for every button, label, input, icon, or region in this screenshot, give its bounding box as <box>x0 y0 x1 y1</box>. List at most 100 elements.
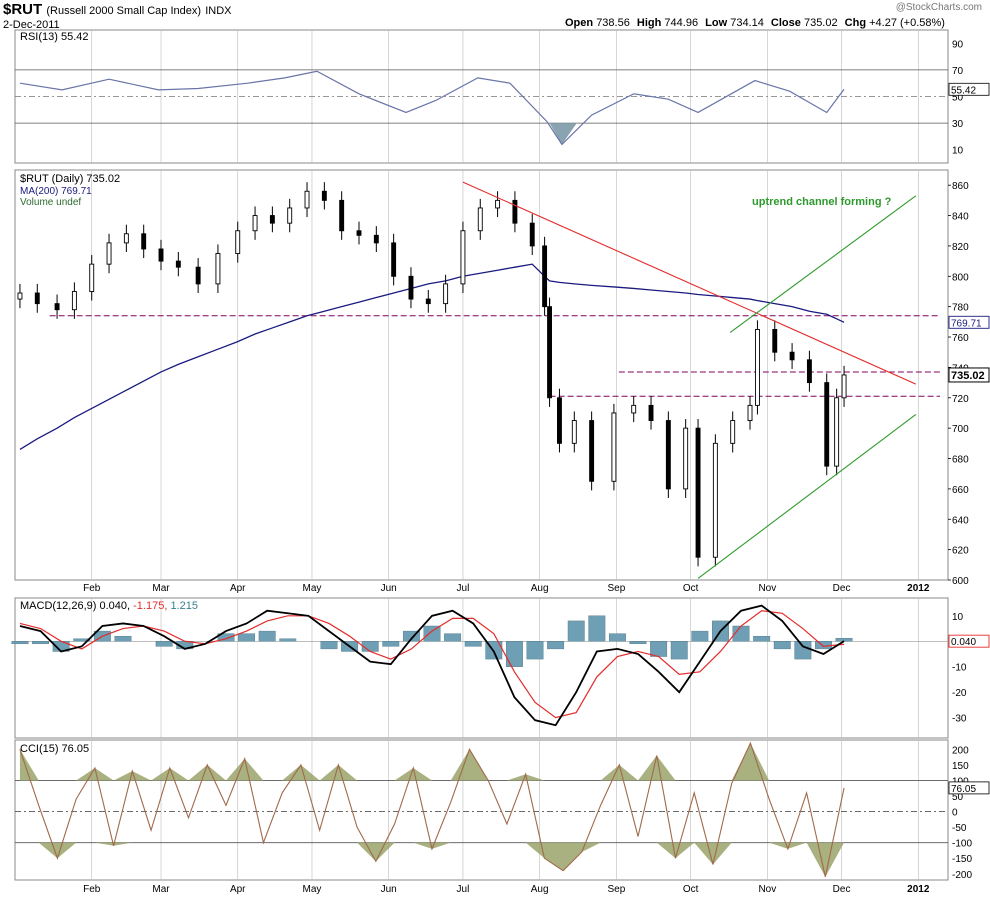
price-candle <box>529 214 535 256</box>
open-value: 738.56 <box>596 17 630 29</box>
candle-body <box>425 298 431 305</box>
price-candle <box>235 221 241 263</box>
candle-body <box>477 207 483 232</box>
price-legend: $RUT (Daily) 735.02 <box>20 173 120 185</box>
month-label: Feb <box>83 583 101 594</box>
month-label: Oct <box>683 583 699 594</box>
macd-histogram-bar <box>155 641 173 647</box>
candle-body <box>17 292 23 300</box>
macd-histogram-bar <box>835 637 853 642</box>
macd-histogram-bar <box>423 625 441 642</box>
rsi-tick-label: 70 <box>952 66 964 77</box>
candle-body <box>304 190 310 209</box>
month-label-bottom: 2012 <box>907 884 930 895</box>
month-label: Aug <box>531 583 549 594</box>
candle-body <box>215 253 221 285</box>
candle-body <box>571 420 577 444</box>
close-value: 735.02 <box>803 17 838 29</box>
candle-body <box>123 233 129 244</box>
price-candle <box>834 388 840 476</box>
price-candle <box>571 411 577 453</box>
cci-last-box <box>948 781 990 795</box>
macd-legend-part: 1.215 <box>170 600 198 612</box>
month-label-bottom: Aug <box>531 884 549 895</box>
panel-frame-price <box>14 169 949 581</box>
macd-histogram-bar <box>382 641 400 647</box>
macd-histogram-bar <box>815 641 832 650</box>
rsi-tick-label: 10 <box>952 146 964 157</box>
month-label-bottom: Apr <box>230 884 246 895</box>
open-label: Open <box>565 17 594 29</box>
macd-histogram-bar <box>773 641 791 650</box>
candle-body <box>547 306 553 399</box>
cci-legend: CCI(15) 76.05 <box>20 743 89 755</box>
candle-body <box>54 303 60 311</box>
price-candle <box>789 343 795 369</box>
candle-body <box>683 427 689 490</box>
price-candle <box>321 182 327 210</box>
candle-body <box>356 230 362 236</box>
candle-body <box>321 190 327 201</box>
price-tick-label: 720 <box>952 394 969 405</box>
macd-histogram-bar <box>258 630 276 642</box>
price-tick-label: 840 <box>952 212 969 223</box>
price-candle <box>17 283 23 309</box>
price-candle <box>287 198 293 233</box>
rsi-tick-label: 30 <box>952 119 964 130</box>
month-label-bottom: Dec <box>833 884 851 895</box>
candle-body <box>408 275 414 300</box>
macd-histogram-bar <box>691 630 709 642</box>
price-candle <box>339 191 345 240</box>
price-candle <box>54 294 60 319</box>
price-tick-label: 820 <box>952 242 969 253</box>
price-candle <box>730 411 736 453</box>
panel-frame-cci <box>14 739 949 881</box>
macd-histogram-bar <box>217 633 235 642</box>
low-value: 734.14 <box>730 17 764 29</box>
cci-tick-label: -100 <box>952 839 972 850</box>
candle-body <box>252 215 258 232</box>
macd-histogram-bar <box>114 635 132 642</box>
volume-legend: Volume undef <box>20 197 81 208</box>
chart-date: 2-Dec-2011 <box>3 19 60 31</box>
high-label: High <box>636 17 662 29</box>
exchange: INDX <box>205 5 232 17</box>
price-candle <box>772 320 778 362</box>
candle-body <box>695 427 701 558</box>
macd-legend: MACD(12,26,9) 0.040, -1.175, 1.215 <box>20 600 198 612</box>
price-tick-label: 780 <box>952 303 969 314</box>
price-candle <box>806 350 812 392</box>
macd-histogram-bar <box>361 641 379 652</box>
cci-last-value: 76.05 <box>951 784 976 795</box>
price-candle <box>269 206 275 233</box>
watermark: @StockCharts.com <box>895 2 982 13</box>
candle-body <box>71 291 77 311</box>
candle-body <box>235 230 241 254</box>
price-candle <box>712 434 718 567</box>
price-candle <box>547 297 553 407</box>
price-candle <box>141 224 147 259</box>
candle-body <box>141 233 147 250</box>
price-candle <box>542 236 548 316</box>
candle-body <box>665 420 671 490</box>
channel-annotation: uptrend channel forming ? <box>752 196 892 208</box>
month-label: Mar <box>152 583 170 594</box>
cci-tick-label: 200 <box>952 745 969 756</box>
price-candle <box>252 206 258 240</box>
channel-lower-line <box>697 414 917 579</box>
price-candle <box>425 289 431 313</box>
price-candle <box>824 373 830 476</box>
ma-last-box <box>948 315 990 329</box>
price-tick-label: 760 <box>952 333 969 344</box>
candle-body <box>648 404 654 422</box>
price-candle <box>391 233 397 286</box>
candle-body <box>339 199 345 232</box>
price-candle <box>215 244 221 293</box>
close-last-value: 735.02 <box>951 370 985 382</box>
ma-last-value: 769.71 <box>951 318 982 329</box>
candle-body <box>789 351 795 361</box>
candle-body <box>460 230 466 285</box>
macd-histogram-bar <box>279 638 297 642</box>
candle-body <box>495 199 501 209</box>
macd-line <box>19 604 845 727</box>
